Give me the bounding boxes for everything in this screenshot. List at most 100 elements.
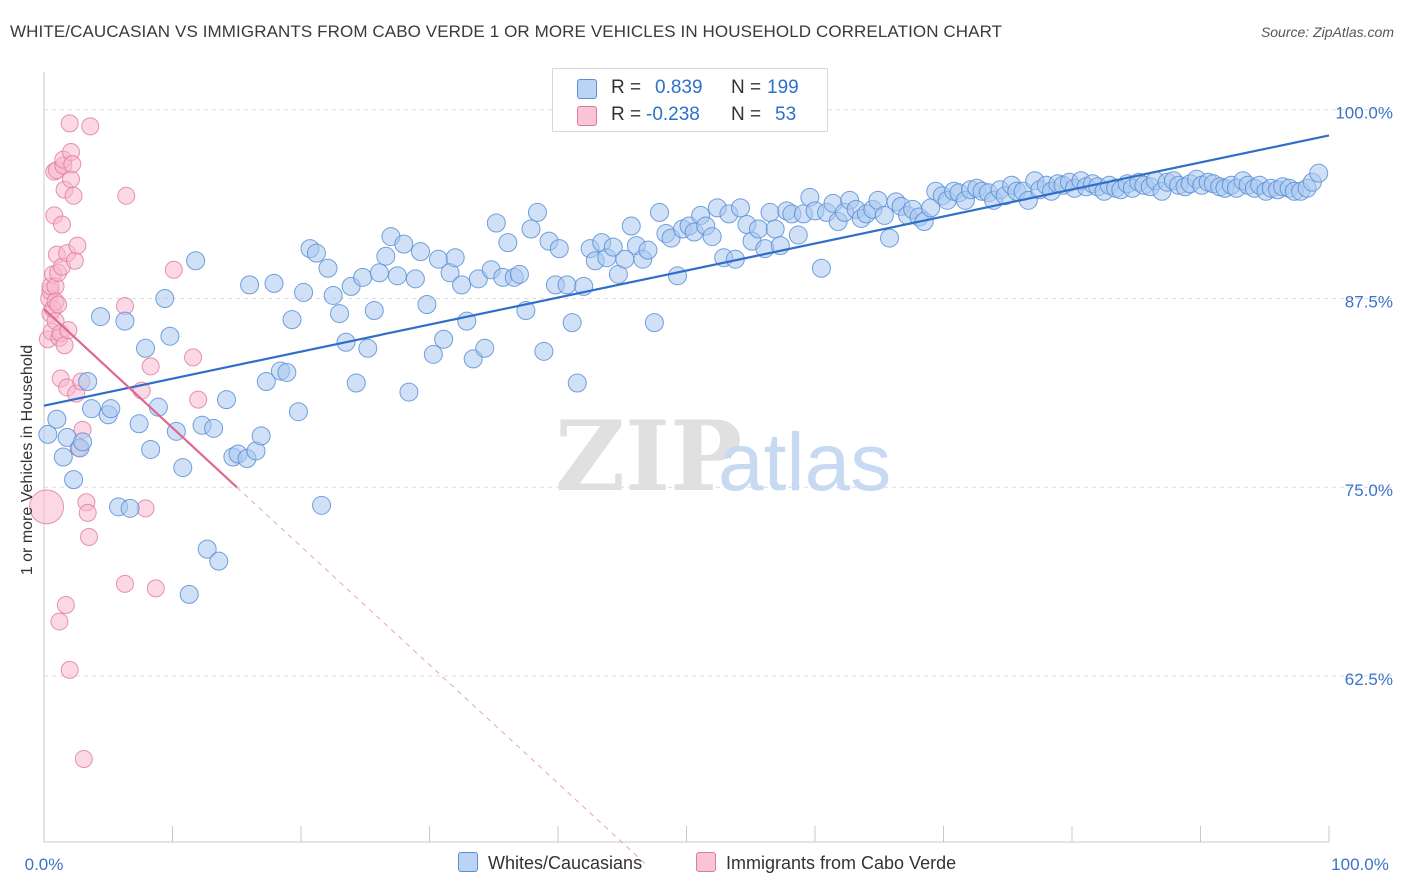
data-point-cabo-verde (81, 117, 100, 136)
y-tick-label: 100.0% (1335, 104, 1393, 123)
data-point-whites (256, 372, 276, 392)
data-point-whites (399, 382, 419, 402)
data-point-whites (668, 266, 688, 286)
y-tick-label: 87.5% (1345, 292, 1393, 311)
data-point-whites (650, 202, 670, 222)
data-point-whites (288, 402, 308, 422)
data-point-whites (91, 307, 111, 327)
series-whites-points (38, 163, 1329, 604)
y-tick-label: 75.0% (1345, 481, 1393, 500)
data-point-whites (557, 275, 577, 295)
x-tick-label: 100.0% (1331, 855, 1389, 874)
watermark-zip: ZIP (555, 400, 742, 513)
trend-lines (43, 134, 1330, 867)
data-point-whites (376, 246, 396, 266)
data-point-cabo-verde (115, 574, 134, 593)
data-point-whites (141, 439, 161, 459)
data-point-cabo-verde (61, 170, 80, 189)
x-tick-label: 0.0% (25, 855, 64, 874)
legend-r-label: R = (611, 77, 642, 98)
data-point-whites (788, 225, 808, 245)
legend-swatch-pink (696, 852, 716, 872)
legend-item-cabo-verde[interactable]: Immigrants from Cabo Verde (696, 852, 956, 874)
legend-r-value: -0.238 (646, 104, 700, 125)
data-point-whites (549, 239, 569, 259)
trend-line-cabo-verde (43, 308, 238, 489)
data-point-whites (240, 275, 260, 295)
data-point-cabo-verde (56, 595, 75, 614)
trend-line-whites (43, 134, 1330, 407)
data-point-whites (120, 498, 140, 518)
data-point-cabo-verde (141, 357, 160, 376)
data-point-whites (765, 219, 785, 239)
data-point-cabo-verde (52, 215, 71, 234)
data-point-whites (197, 539, 217, 559)
data-point-whites (527, 202, 547, 222)
legend-n-label: N = (731, 77, 762, 98)
data-point-cabo-verde (189, 390, 208, 409)
data-point-whites (509, 264, 529, 284)
data-point-whites (101, 399, 121, 419)
data-point-cabo-verde (29, 489, 65, 525)
data-point-cabo-verde (63, 155, 82, 174)
data-point-whites (730, 198, 750, 218)
tick-labels: 100.0% 87.5% 75.0% 62.5% 0.0% 100.0% (25, 104, 1393, 874)
series-cabo-verde-points (29, 114, 208, 768)
data-point-whites (277, 362, 297, 382)
data-point-cabo-verde (60, 114, 79, 133)
data-point-whites (173, 458, 193, 478)
data-point-whites (53, 447, 73, 467)
data-point-cabo-verde (74, 749, 93, 768)
correlation-legend: R = 0.839 N = 199 R = -0.238 N = 53 (552, 68, 828, 132)
data-point-whites (179, 584, 199, 604)
legend-label-whites: Whites/Caucasians (488, 853, 643, 873)
y-tick-label: 62.5% (1345, 670, 1393, 689)
data-point-whites (702, 227, 722, 247)
data-point-whites (638, 240, 658, 260)
legend-label-cabo-verde: Immigrants from Cabo Verde (726, 853, 957, 873)
data-point-whites (417, 295, 437, 315)
legend-swatch-blue (458, 852, 478, 872)
data-point-whites (562, 313, 582, 333)
data-point-whites (78, 372, 98, 392)
data-point-whites (204, 418, 224, 438)
data-point-whites (880, 228, 900, 248)
data-point-whites (405, 269, 425, 289)
watermark: ZIP atlas (555, 400, 891, 513)
data-point-whites (294, 282, 314, 302)
chart-title: WHITE/CAUCASIAN VS IMMIGRANTS FROM CABO … (10, 22, 1003, 41)
data-point-whites (621, 216, 641, 236)
data-point-whites (486, 213, 506, 233)
data-point-cabo-verde (60, 660, 79, 679)
data-point-whites (264, 273, 284, 293)
data-point-whites (73, 432, 93, 452)
legend-n-value: 53 (775, 104, 797, 125)
data-point-whites (251, 426, 271, 446)
data-point-whites (369, 263, 389, 283)
legend-r-value: 0.839 (655, 77, 703, 98)
data-point-cabo-verde (78, 503, 97, 522)
data-point-whites (874, 205, 894, 225)
data-point-whites (38, 424, 58, 444)
data-point-whites (567, 373, 587, 393)
data-point-whites (318, 258, 338, 278)
data-point-whites (434, 329, 454, 349)
data-point-whites (644, 313, 664, 333)
data-point-whites (1309, 163, 1329, 183)
legend-swatch-pink (577, 106, 597, 126)
data-point-cabo-verde (164, 260, 183, 279)
source-credit: Source: ZipAtlas.com (1260, 24, 1394, 40)
data-point-whites (312, 495, 332, 515)
data-point-whites (760, 202, 780, 222)
data-point-cabo-verde (65, 251, 84, 270)
y-axis-label: 1 or more Vehicles in Household (19, 344, 36, 576)
legend-item-whites[interactable]: Whites/Caucasians (458, 852, 642, 874)
data-point-whites (411, 242, 431, 262)
data-point-cabo-verde (68, 236, 87, 255)
data-point-cabo-verde (55, 336, 74, 355)
data-point-whites (534, 341, 554, 361)
data-point-whites (475, 338, 495, 358)
data-point-whites (521, 219, 541, 239)
legend-r-label: R = (611, 104, 642, 125)
